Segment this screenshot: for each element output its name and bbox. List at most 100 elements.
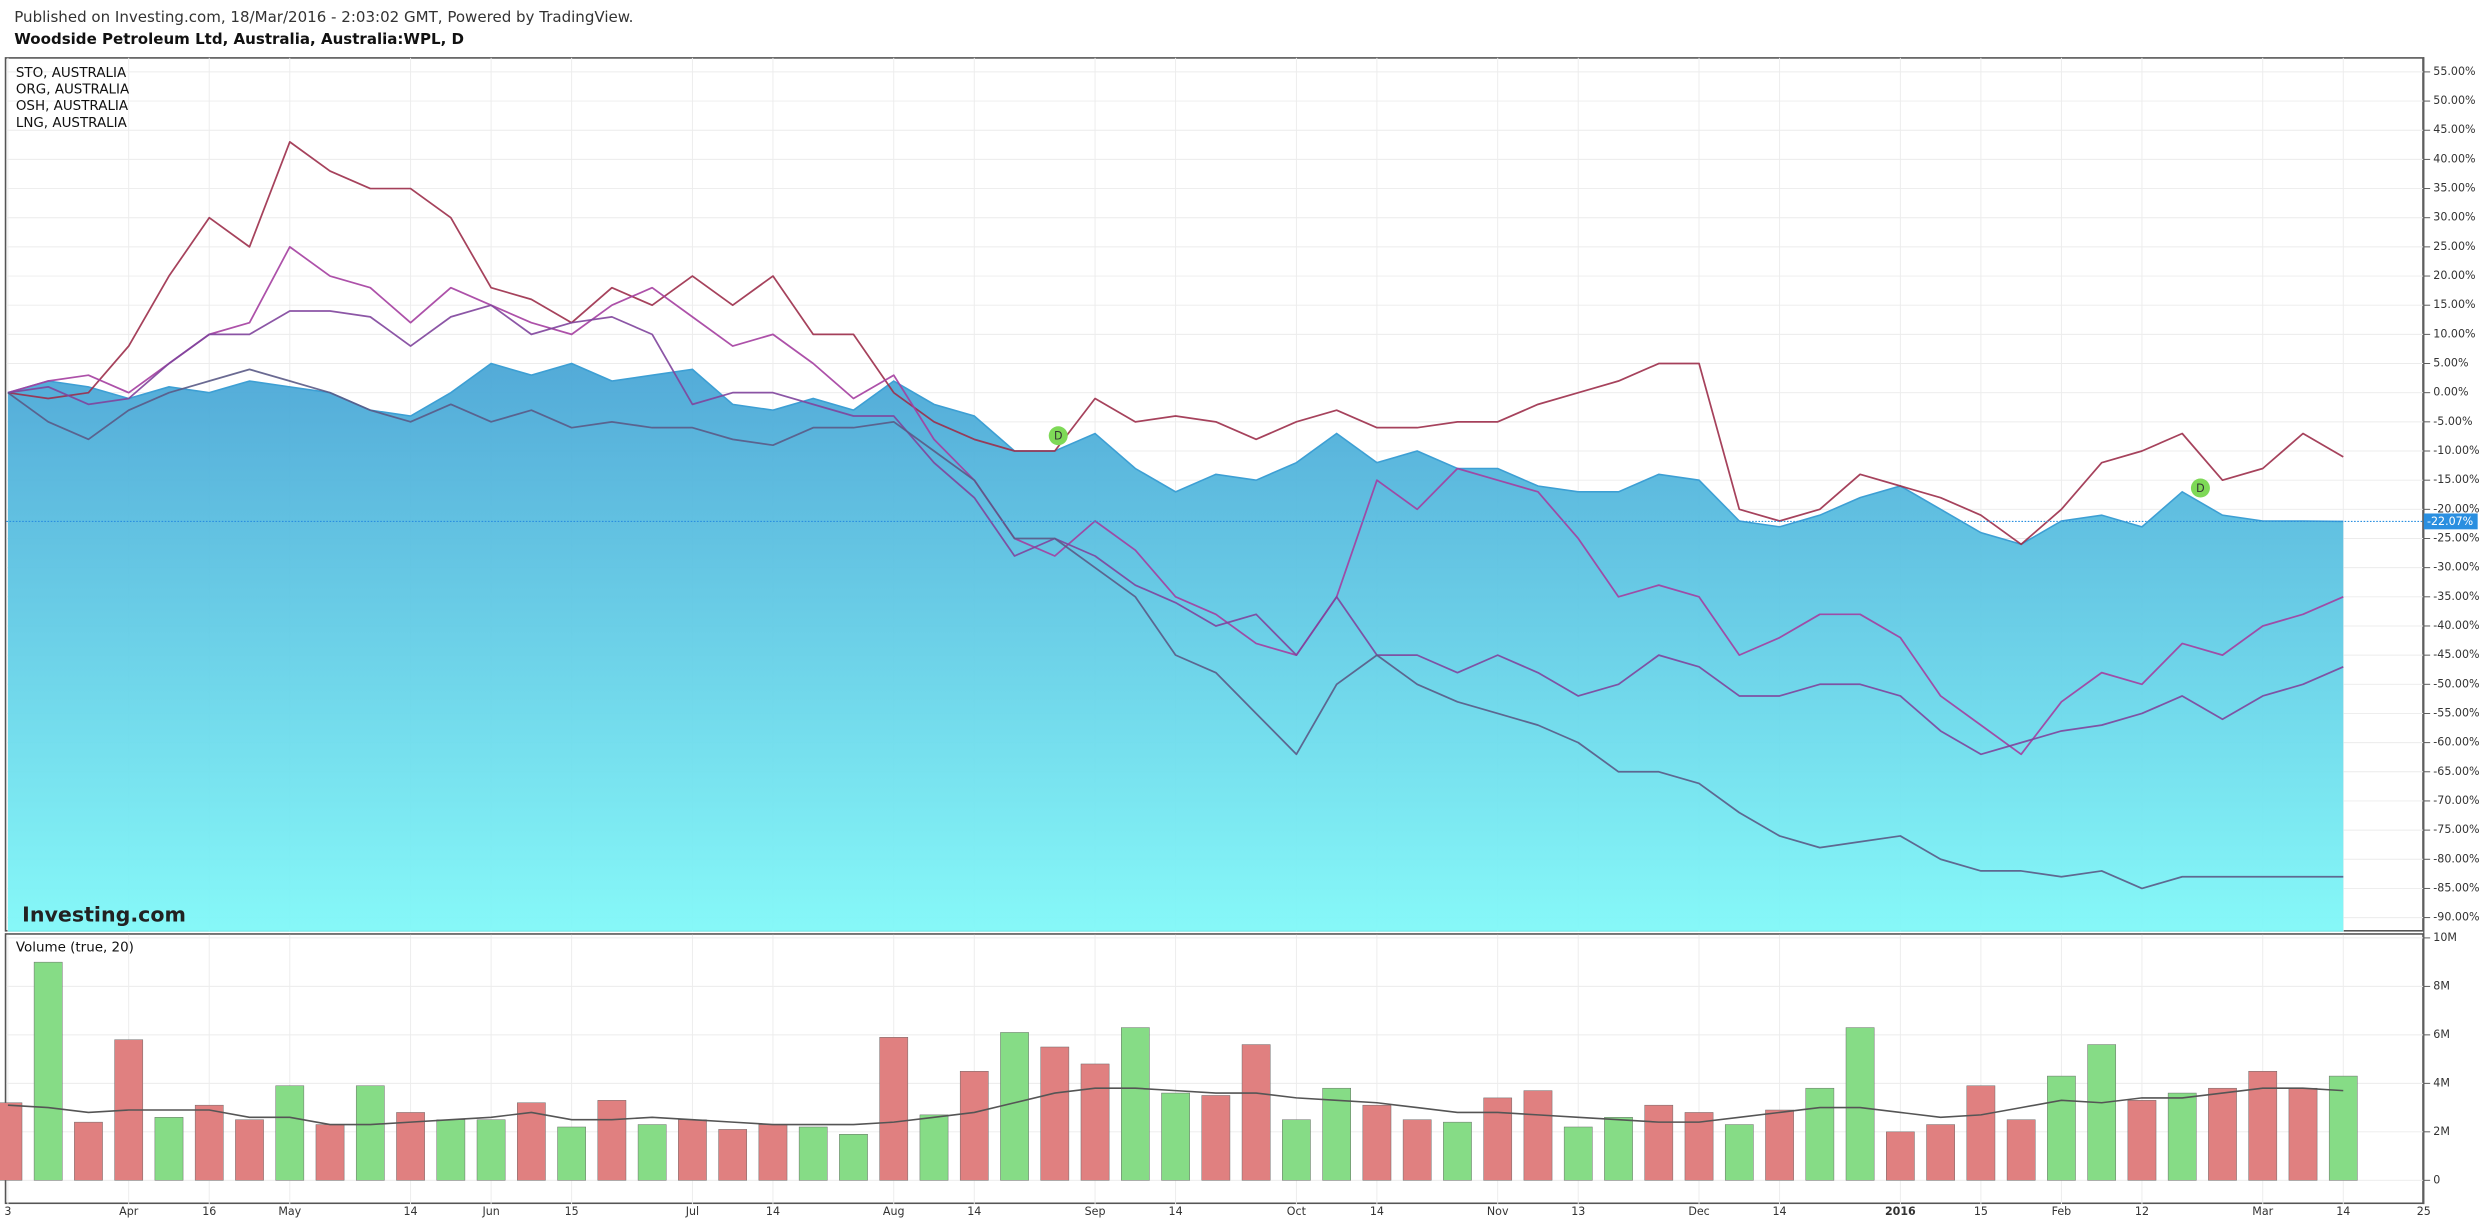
x-tick-label: Jul xyxy=(685,1205,699,1218)
volume-bar xyxy=(476,1119,506,1181)
x-tick-label: 14 xyxy=(1370,1205,1384,1218)
y-tick-label: -75.00% xyxy=(2433,823,2479,836)
volume-bar xyxy=(1080,1063,1110,1181)
x-tick-label: Aug xyxy=(883,1205,905,1218)
series-line xyxy=(7,304,2344,756)
volume-bar xyxy=(1523,1090,1553,1181)
volume-bar xyxy=(1443,1121,1472,1181)
volume-bar xyxy=(1724,1124,1754,1181)
volume-bar xyxy=(275,1085,305,1181)
x-tick-label: Dec xyxy=(1688,1205,1709,1218)
y-tick-label: 5.00% xyxy=(2433,357,2468,370)
volume-bar xyxy=(2127,1100,2157,1181)
volume-bar xyxy=(1765,1109,1794,1181)
volume-bar xyxy=(1926,1124,1955,1181)
series-line xyxy=(7,246,2344,756)
volume-bar xyxy=(1040,1046,1070,1181)
volume-bar xyxy=(1362,1104,1392,1181)
volume-bar xyxy=(1563,1126,1593,1181)
plot xyxy=(0,141,2424,1181)
x-tick-label: 16 xyxy=(202,1205,216,1218)
dividend-label: D xyxy=(2196,482,2205,495)
x-tick-label: Mar xyxy=(2252,1205,2273,1218)
x-tick-label: 15 xyxy=(1974,1205,1988,1218)
area xyxy=(7,363,2344,932)
volume-bar xyxy=(235,1119,264,1181)
volume-bar xyxy=(154,1117,184,1181)
volume-bar xyxy=(1322,1087,1351,1181)
axes: 3 Apr 16 May 14 Jun 15 Jul 14 Aug 14 Sep 14 Oct 14 Nov 1… xyxy=(4,57,2480,1218)
volume-bar xyxy=(959,1070,989,1181)
volume-bar xyxy=(1684,1112,1714,1181)
volume-bar xyxy=(2047,1075,2076,1181)
legend-entry: OSH, AUSTRALIA xyxy=(16,99,129,114)
volume-bar xyxy=(1805,1087,1835,1181)
y-tick-label: 55.00% xyxy=(2433,65,2475,78)
legend-entry: STO, AUSTRALIA xyxy=(16,66,127,81)
volume-bar xyxy=(1845,1027,1875,1181)
x-tick-label: 2016 xyxy=(1885,1205,1916,1218)
publish-note: Published on Investing.com, 18/Mar/2016 … xyxy=(14,8,633,26)
volume-bar xyxy=(1644,1104,1674,1181)
dividend-marker xyxy=(2190,478,2210,498)
volume-bar xyxy=(637,1124,667,1181)
volume-bar xyxy=(1241,1044,1271,1181)
watermark: Investing.com xyxy=(22,903,186,927)
x-tick-label: 14 xyxy=(1773,1205,1787,1218)
y-tick-label: -45.00% xyxy=(2433,648,2479,661)
x-tick-label: 25 xyxy=(2417,1205,2431,1218)
y-tick-label: -90.00% xyxy=(2433,911,2479,924)
series-line xyxy=(7,368,2344,890)
x-tick-label: May xyxy=(278,1205,301,1218)
x-tick-label: Apr xyxy=(119,1205,139,1218)
volume-panel-border xyxy=(4,933,2424,1205)
y-tick-label: 0 xyxy=(2433,1173,2440,1186)
y-tick-label: -30.00% xyxy=(2433,561,2479,574)
volume-bar xyxy=(2167,1092,2197,1181)
x-tick-label: 14 xyxy=(1169,1205,1183,1218)
y-tick-label: 50.00% xyxy=(2433,94,2475,107)
volume-bar xyxy=(517,1102,546,1181)
y-tick-label: -15.00% xyxy=(2433,473,2479,486)
volume-bar xyxy=(2328,1075,2358,1181)
volume-bar xyxy=(678,1119,707,1181)
volume-bar xyxy=(436,1119,466,1181)
y-tick-label: -5.00% xyxy=(2433,415,2472,428)
volume-bar xyxy=(315,1124,345,1181)
volume-bar xyxy=(798,1126,828,1181)
y-tick-label: 25.00% xyxy=(2433,240,2475,253)
area-edge xyxy=(7,362,2344,546)
y-tick-label: -65.00% xyxy=(2433,765,2479,778)
y-tick-label: -50.00% xyxy=(2433,677,2479,690)
x-tick-label: Oct xyxy=(1287,1205,1307,1218)
y-tick-label: 35.00% xyxy=(2433,182,2475,195)
volume-bar xyxy=(0,1102,23,1181)
y-tick-label: 45.00% xyxy=(2433,123,2475,136)
volume-bar xyxy=(2087,1044,2117,1181)
volume-bar xyxy=(1000,1032,1029,1181)
legend-entry: LNG, AUSTRALIA xyxy=(16,116,128,131)
volume-bar xyxy=(355,1085,385,1181)
volume-bar xyxy=(2208,1087,2237,1181)
x-tick-label: 14 xyxy=(766,1205,780,1218)
y-tick-label: 2M xyxy=(2433,1125,2450,1138)
volume-bar xyxy=(758,1124,788,1181)
volume-bar xyxy=(1402,1119,1432,1181)
volume-bar xyxy=(879,1037,909,1181)
volume-ma-line xyxy=(7,1087,2344,1126)
y-tick-label: -85.00% xyxy=(2433,881,2479,894)
last-value-label: -22.07% xyxy=(2427,515,2473,528)
y-tick-label: -60.00% xyxy=(2433,736,2479,749)
x-tick-label: Jun xyxy=(481,1205,499,1218)
dividend-label: D xyxy=(1054,430,1063,443)
volume-bar xyxy=(718,1129,748,1181)
volume-bar xyxy=(1886,1131,1915,1181)
volume-bar xyxy=(74,1121,103,1181)
y-tick-label: -10.00% xyxy=(2433,444,2479,457)
volume-bar xyxy=(1201,1095,1231,1181)
volume-bar xyxy=(1483,1097,1513,1181)
volume-bar xyxy=(2006,1119,2036,1181)
x-tick-label: 13 xyxy=(1571,1205,1585,1218)
